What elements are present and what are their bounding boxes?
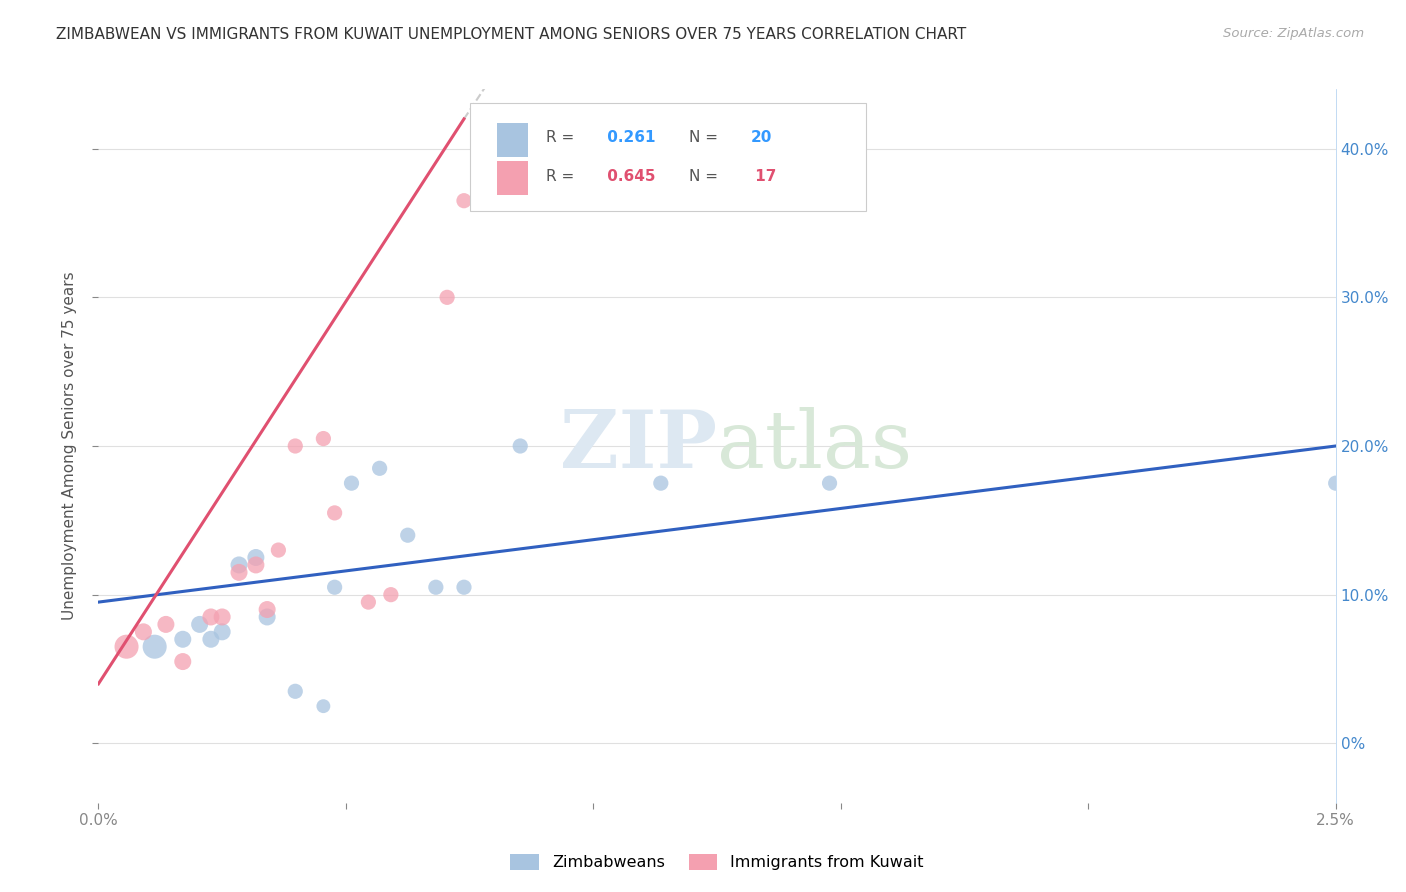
Point xyxy=(650,476,672,491)
Text: 0.645: 0.645 xyxy=(602,169,661,184)
Point xyxy=(172,655,194,669)
Point xyxy=(256,610,278,624)
Text: 20: 20 xyxy=(751,130,772,145)
Point xyxy=(453,194,475,208)
Text: R =: R = xyxy=(547,130,579,145)
Point xyxy=(228,566,250,580)
Point xyxy=(115,640,138,654)
Point xyxy=(256,602,278,616)
Point xyxy=(211,610,233,624)
Point xyxy=(357,595,380,609)
Text: ZIP: ZIP xyxy=(560,407,717,485)
Text: N =: N = xyxy=(689,130,723,145)
Text: N =: N = xyxy=(689,169,723,184)
Point xyxy=(245,558,267,572)
Point xyxy=(188,617,211,632)
Point xyxy=(172,632,194,647)
Point xyxy=(228,558,250,572)
Text: R =: R = xyxy=(547,169,579,184)
Point xyxy=(312,699,335,714)
Point xyxy=(143,640,166,654)
Point xyxy=(284,439,307,453)
Point xyxy=(267,543,290,558)
Point xyxy=(380,588,402,602)
Point xyxy=(1324,476,1347,491)
FancyBboxPatch shape xyxy=(496,123,527,157)
Y-axis label: Unemployment Among Seniors over 75 years: Unemployment Among Seniors over 75 years xyxy=(62,272,77,620)
Point xyxy=(155,617,177,632)
Text: atlas: atlas xyxy=(717,407,912,485)
Point xyxy=(323,580,346,594)
FancyBboxPatch shape xyxy=(496,161,527,194)
Point xyxy=(132,624,155,639)
Point xyxy=(453,580,475,594)
Point xyxy=(200,632,222,647)
Text: 0.261: 0.261 xyxy=(602,130,661,145)
Point xyxy=(425,580,447,594)
Text: 17: 17 xyxy=(751,169,778,184)
Point xyxy=(509,439,531,453)
FancyBboxPatch shape xyxy=(470,103,866,211)
Legend: Zimbabweans, Immigrants from Kuwait: Zimbabweans, Immigrants from Kuwait xyxy=(503,848,931,877)
Text: ZIMBABWEAN VS IMMIGRANTS FROM KUWAIT UNEMPLOYMENT AMONG SENIORS OVER 75 YEARS CO: ZIMBABWEAN VS IMMIGRANTS FROM KUWAIT UNE… xyxy=(56,27,966,42)
Point xyxy=(368,461,391,475)
Point xyxy=(245,550,267,565)
Text: Source: ZipAtlas.com: Source: ZipAtlas.com xyxy=(1223,27,1364,40)
Point xyxy=(284,684,307,698)
Point xyxy=(396,528,419,542)
Point xyxy=(323,506,346,520)
Point xyxy=(200,610,222,624)
Point xyxy=(211,624,233,639)
Point xyxy=(312,432,335,446)
Point xyxy=(340,476,363,491)
Point xyxy=(436,290,458,304)
Point xyxy=(818,476,841,491)
